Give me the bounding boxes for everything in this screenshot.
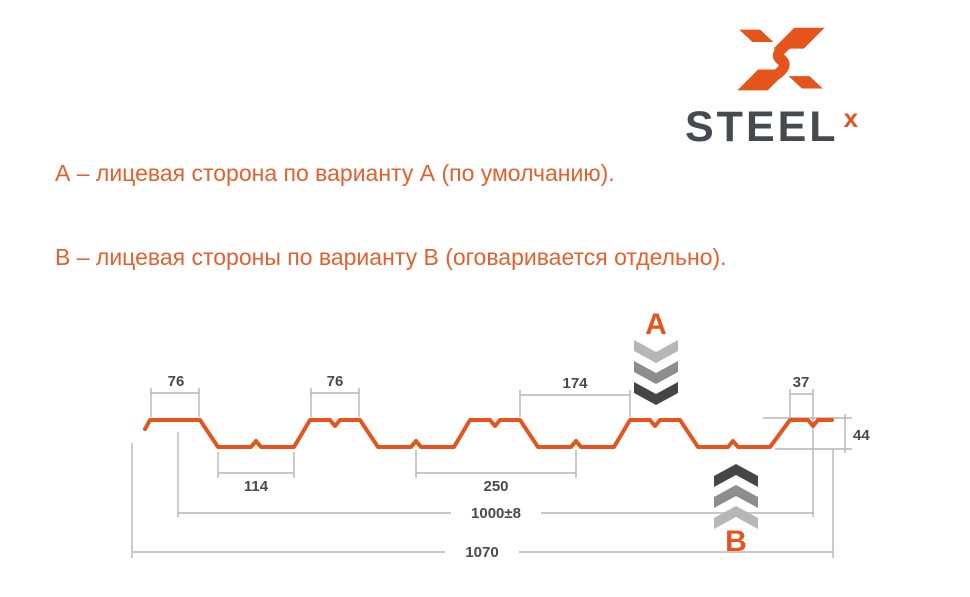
steelx-logo: STEEL x bbox=[683, 20, 913, 149]
dim-edge-crest-37 bbox=[789, 389, 814, 517]
profile-sheet-outline bbox=[143, 418, 834, 449]
dim-working-width-1000 bbox=[177, 432, 814, 517]
note-variant-b: В – лицевая стороны по варианту В (огова… bbox=[55, 244, 727, 270]
chevron-up-icon bbox=[714, 485, 758, 508]
dim-crest-gap-174 bbox=[519, 390, 631, 417]
side-b-label: B bbox=[725, 525, 747, 558]
chevron-up-icon bbox=[714, 464, 758, 487]
dim-label-76-right: 76 bbox=[327, 373, 344, 390]
dim-label-76-left: 76 bbox=[168, 373, 185, 390]
dim-crest-76-left bbox=[150, 388, 200, 417]
chevron-up-icon bbox=[714, 506, 758, 529]
steelx-wordmark: STEEL x bbox=[685, 103, 859, 151]
dim-crest-76-right bbox=[310, 388, 360, 417]
brand-text: STEEL bbox=[685, 103, 839, 151]
x-arm-top-left bbox=[739, 29, 774, 42]
dimension-lines bbox=[131, 388, 852, 558]
x-arm-bottom-right bbox=[788, 76, 823, 89]
dim-label-1070: 1070 bbox=[465, 544, 498, 561]
dim-overall-width-1070 bbox=[131, 443, 834, 558]
chevron-down-icon bbox=[634, 340, 678, 363]
dim-label-37: 37 bbox=[793, 374, 810, 391]
dim-label-44: 44 bbox=[853, 427, 870, 444]
dim-valley-114 bbox=[217, 452, 295, 478]
x-s-lower-hook bbox=[769, 52, 790, 82]
dim-pitch-250 bbox=[415, 450, 577, 478]
chevron-down-icon bbox=[634, 382, 678, 405]
chevron-down-icon bbox=[634, 361, 678, 384]
steelx-x-icon bbox=[737, 27, 825, 91]
dim-label-114: 114 bbox=[244, 478, 269, 495]
side-a-arrow bbox=[634, 340, 678, 405]
side-a-label: A bbox=[645, 308, 667, 341]
dim-label-1000: 1000±8 bbox=[471, 505, 521, 522]
dim-label-250: 250 bbox=[483, 478, 508, 495]
brand-superscript-x: x bbox=[843, 103, 859, 133]
dimension-labels: 76 76 174 37 44 114 250 1000±8 1070 bbox=[168, 373, 871, 561]
dim-label-174: 174 bbox=[562, 375, 588, 392]
note-variant-a: А – лицевая сторона по варианту А (по ум… bbox=[55, 160, 615, 186]
side-b-arrow bbox=[714, 464, 758, 529]
x-icon-s-curve bbox=[769, 38, 793, 82]
